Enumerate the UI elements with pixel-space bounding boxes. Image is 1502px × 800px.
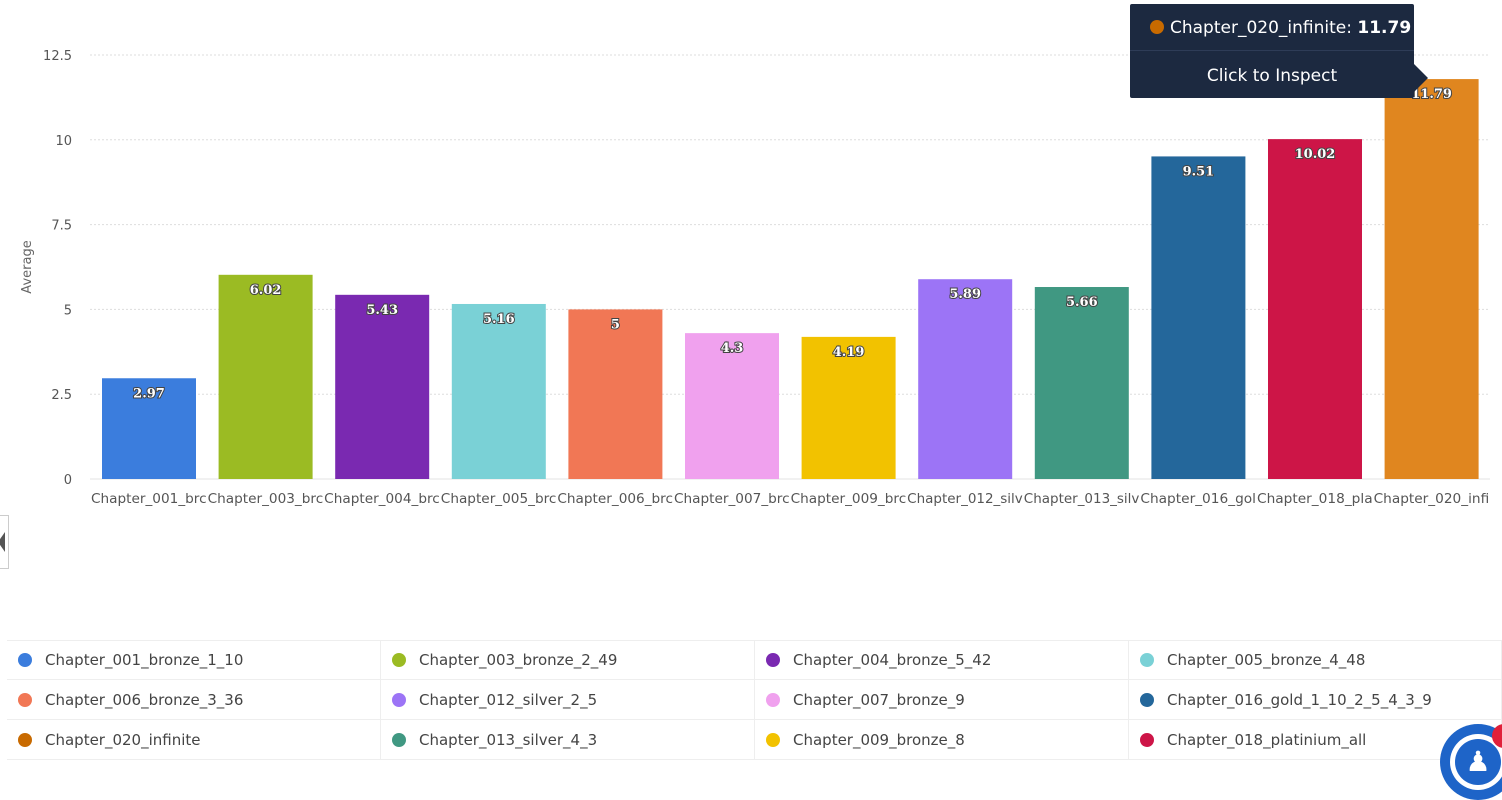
- tooltip-divider: [1130, 50, 1414, 51]
- bar[interactable]: [568, 309, 663, 479]
- data-label: 5: [611, 317, 620, 332]
- bar[interactable]: [1268, 139, 1362, 480]
- tooltip-value: 11.79: [1357, 18, 1412, 38]
- bar[interactable]: [1034, 287, 1129, 479]
- click-to-inspect-link[interactable]: Click to Inspect: [1206, 66, 1338, 86]
- data-label: 4.19: [833, 345, 865, 360]
- legend-swatch: [766, 653, 780, 667]
- legend-item[interactable]: Chapter_012_silver_2_5: [381, 680, 755, 720]
- gridlines: [90, 54, 1490, 480]
- bar[interactable]: [451, 303, 546, 479]
- x-tick-label: Chapter_001_brc: [91, 492, 207, 507]
- x-tick-label: Chapter_003_brc: [208, 492, 324, 507]
- x-axis-ticks: Chapter_001_brc Chapter_003_brc Chapter_00…: [91, 492, 1489, 507]
- data-label: 5.66: [1066, 295, 1098, 310]
- data-label: 6.02: [250, 283, 282, 298]
- tooltip-series-label: Chapter_020_infinite:: [1170, 18, 1352, 38]
- legend-item[interactable]: Chapter_007_bronze_9: [755, 680, 1129, 720]
- x-tick-label: Chapter_013_silv: [1024, 492, 1140, 507]
- bar-chart: 0 2.5 5 7.5 10 12.5 Average 2.97 6.02 5.43 5.16 5…: [20, 49, 1490, 507]
- y-axis-ticks: 0 2.5 5 7.5 10 12.5: [43, 49, 72, 488]
- y-tick-label: 0: [64, 473, 72, 488]
- legend-label: Chapter_009_bronze_8: [793, 730, 965, 749]
- bar[interactable]: [685, 333, 779, 479]
- tooltip: Chapter_020_infinite: 11.79 Click to Ins…: [1130, 4, 1414, 98]
- legend-item[interactable]: Chapter_013_silver_4_3: [381, 720, 755, 760]
- legend-item[interactable]: Chapter_006_bronze_3_36: [7, 680, 381, 720]
- legend-label: Chapter_006_bronze_3_36: [45, 690, 244, 709]
- data-label: 5.89: [949, 287, 981, 302]
- legend-swatch: [18, 732, 32, 747]
- legend-item[interactable]: Chapter_003_bronze_2_49: [381, 640, 755, 680]
- legend-label: Chapter_001_bronze_1_10: [45, 651, 244, 669]
- x-tick-label: Chapter_018_pla: [1257, 492, 1373, 507]
- data-label: 10.02: [1295, 147, 1336, 162]
- legend-label: Chapter_003_bronze_2_49: [419, 651, 618, 669]
- legend-swatch: [1140, 692, 1154, 707]
- x-tick-label: Chapter_020_infi: [1374, 492, 1490, 507]
- legend-item[interactable]: Chapter_009_bronze_8: [755, 720, 1129, 760]
- legend-label: Chapter_007_bronze_9: [793, 690, 965, 709]
- legend-item[interactable]: Chapter_005_bronze_4_48: [1129, 640, 1502, 680]
- tooltip-row: Chapter_020_infinite: 11.79: [1150, 18, 1411, 38]
- legend-swatch: [18, 692, 32, 707]
- bar[interactable]: [102, 378, 196, 479]
- bar[interactable]: [1151, 156, 1246, 479]
- tooltip-pointer: [1414, 64, 1428, 92]
- legend: Chapter_001_bronze_1_10 Chapter_003_bronz…: [7, 640, 1502, 760]
- data-label: 9.51: [1183, 164, 1215, 179]
- bar[interactable]: [918, 279, 1013, 479]
- legend-swatch: [18, 653, 32, 667]
- data-label: 2.97: [133, 386, 165, 401]
- data-label: 4.3: [721, 341, 744, 356]
- bar[interactable]: [1384, 79, 1479, 480]
- legend-item[interactable]: Chapter_004_bronze_5_42: [755, 640, 1129, 680]
- collapse-panel-handle[interactable]: [0, 515, 9, 569]
- legend-label: Chapter_020_infinite: [45, 730, 201, 749]
- x-tick-label: Chapter_009_brc: [791, 492, 907, 507]
- bars[interactable]: [102, 79, 1479, 480]
- bar[interactable]: [335, 294, 430, 479]
- legend-label: Chapter_004_bronze_5_42: [793, 651, 992, 669]
- legend-item[interactable]: Chapter_016_gold_1_10_2_5_4_3_9: [1129, 680, 1502, 720]
- legend-swatch: [392, 692, 406, 707]
- x-tick-label: Chapter_006_brc: [557, 492, 673, 507]
- chevron-left-icon: [0, 532, 5, 552]
- y-tick-label: 2.5: [51, 388, 72, 403]
- legend-label: Chapter_018_platinium_all: [1167, 730, 1367, 749]
- legend-label: Chapter_005_bronze_4_48: [1167, 651, 1366, 669]
- data-label: 5.16: [483, 312, 515, 327]
- x-tick-label: Chapter_007_brc: [674, 492, 790, 507]
- notification-badge: [1492, 724, 1502, 748]
- legend-swatch: [766, 732, 780, 747]
- legend-swatch: [1140, 653, 1154, 667]
- x-tick-label: Chapter_016_gol: [1140, 492, 1256, 507]
- x-tick-label: Chapter_005_brc: [441, 492, 557, 507]
- bar[interactable]: [218, 274, 313, 479]
- x-tick-label: Chapter_012_silv: [907, 492, 1023, 507]
- y-tick-label: 10: [55, 134, 72, 149]
- data-label: 5.43: [366, 303, 398, 318]
- x-tick-label: Chapter_004_brc: [324, 492, 440, 507]
- tooltip-series-dot: [1150, 20, 1164, 34]
- legend-label: Chapter_016_gold_1_10_2_5_4_3_9: [1167, 690, 1432, 709]
- legend-item[interactable]: Chapter_018_platinium_all: [1129, 720, 1502, 760]
- y-tick-label: 7.5: [51, 219, 72, 234]
- legend-label: Chapter_012_silver_2_5: [419, 690, 598, 709]
- legend-swatch: [766, 692, 780, 707]
- legend-swatch: [1140, 732, 1154, 747]
- y-tick-label: 12.5: [43, 49, 72, 64]
- legend-item[interactable]: Chapter_001_bronze_1_10: [7, 640, 381, 680]
- y-tick-label: 5: [64, 303, 72, 318]
- legend-item[interactable]: Chapter_020_infinite: [7, 720, 381, 760]
- accessibility-icon: ♟: [1455, 739, 1501, 785]
- legend-label: Chapter_013_silver_4_3: [419, 730, 598, 749]
- legend-swatch: [392, 653, 406, 667]
- data-labels: 2.97 6.02 5.43 5.16 5 4.3 4.19 5.89 5.66 9.51 10.0…: [132, 86, 1453, 402]
- y-axis-label: Average: [20, 240, 35, 293]
- bar[interactable]: [801, 336, 896, 479]
- legend-swatch: [392, 732, 406, 747]
